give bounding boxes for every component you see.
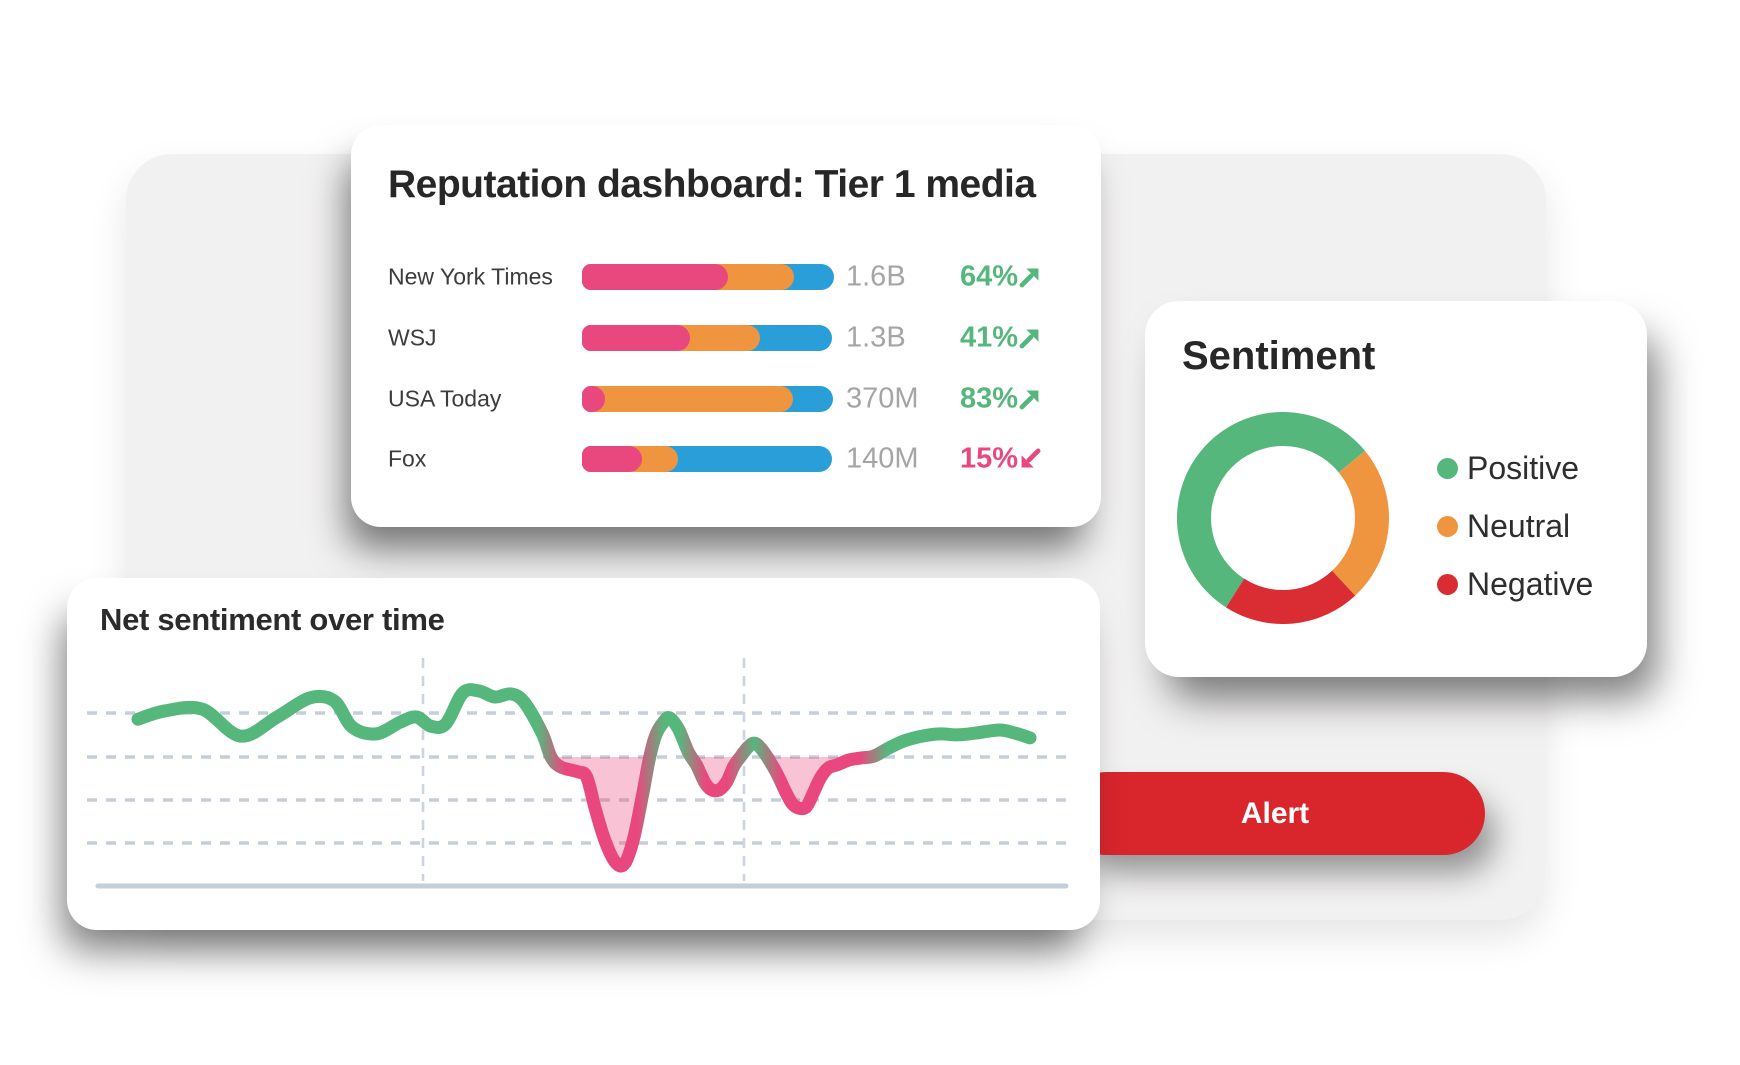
stacked-bar bbox=[582, 325, 834, 351]
reach-value: 370M bbox=[846, 382, 919, 415]
trend-percent: 41% bbox=[960, 321, 1019, 354]
positive-dot-icon bbox=[1437, 457, 1458, 479]
bar-segment-pink bbox=[582, 386, 605, 412]
media-label: Fox bbox=[388, 445, 427, 472]
stacked-bar bbox=[582, 264, 834, 290]
net-sentiment-line-chart bbox=[87, 658, 1069, 889]
sentiment-donut-chart bbox=[1177, 412, 1389, 624]
net-sentiment-title: Net sentiment over time bbox=[100, 602, 445, 637]
media-label: New York Times bbox=[388, 263, 553, 290]
trend-percent: 64% bbox=[960, 260, 1019, 293]
reach-value: 1.3B bbox=[846, 321, 906, 354]
bar-segment-orange bbox=[582, 386, 793, 412]
media-row-wsj: WSJ 1.3B 41% bbox=[351, 321, 1101, 354]
legend-label: Positive bbox=[1467, 449, 1580, 486]
bar-segment-pink bbox=[582, 446, 642, 472]
legend-label: Negative bbox=[1467, 565, 1594, 602]
media-row-fox: Fox 140M 15% bbox=[351, 442, 1101, 475]
reach-value: 1.6B bbox=[846, 260, 906, 293]
media-label: WSJ bbox=[388, 324, 437, 351]
reputation-card-title: Reputation dashboard: Tier 1 media bbox=[388, 163, 1036, 206]
legend-label: Neutral bbox=[1467, 507, 1571, 544]
bar-segment-pink bbox=[582, 325, 690, 351]
reputation-card: Reputation dashboard: Tier 1 media New Y… bbox=[351, 125, 1101, 527]
negative-dot-icon bbox=[1437, 573, 1458, 595]
trend-percent: 83% bbox=[960, 382, 1019, 415]
trend-percent: 15% bbox=[960, 442, 1019, 475]
stacked-bar bbox=[582, 446, 834, 472]
arrow-up-right-icon bbox=[1017, 264, 1043, 290]
net-sentiment-card: Net sentiment over time bbox=[67, 578, 1100, 930]
legend-item-positive: Positive bbox=[1437, 439, 1593, 497]
alert-button[interactable]: Alert bbox=[1065, 772, 1485, 855]
sentiment-legend: Positive Neutral Negative bbox=[1437, 439, 1593, 613]
media-label: USA Today bbox=[388, 385, 502, 412]
stacked-bar bbox=[582, 386, 834, 412]
arrow-up-right-icon bbox=[1017, 386, 1043, 412]
legend-item-neutral: Neutral bbox=[1437, 497, 1593, 555]
arrow-down-left-icon bbox=[1017, 446, 1043, 472]
sentiment-card-title: Sentiment bbox=[1182, 334, 1376, 378]
arrow-up-right-icon bbox=[1017, 325, 1043, 351]
neutral-dot-icon bbox=[1437, 515, 1458, 537]
legend-item-negative: Negative bbox=[1437, 555, 1593, 613]
media-row-usatoday: USA Today 370M 83% bbox=[351, 382, 1101, 415]
bar-segment-pink bbox=[582, 264, 728, 290]
reach-value: 140M bbox=[846, 442, 919, 475]
sentiment-card: Sentiment Positive Neutral Negative bbox=[1145, 301, 1647, 677]
media-row-nyt: New York Times 1.6B 64% bbox=[351, 260, 1101, 293]
